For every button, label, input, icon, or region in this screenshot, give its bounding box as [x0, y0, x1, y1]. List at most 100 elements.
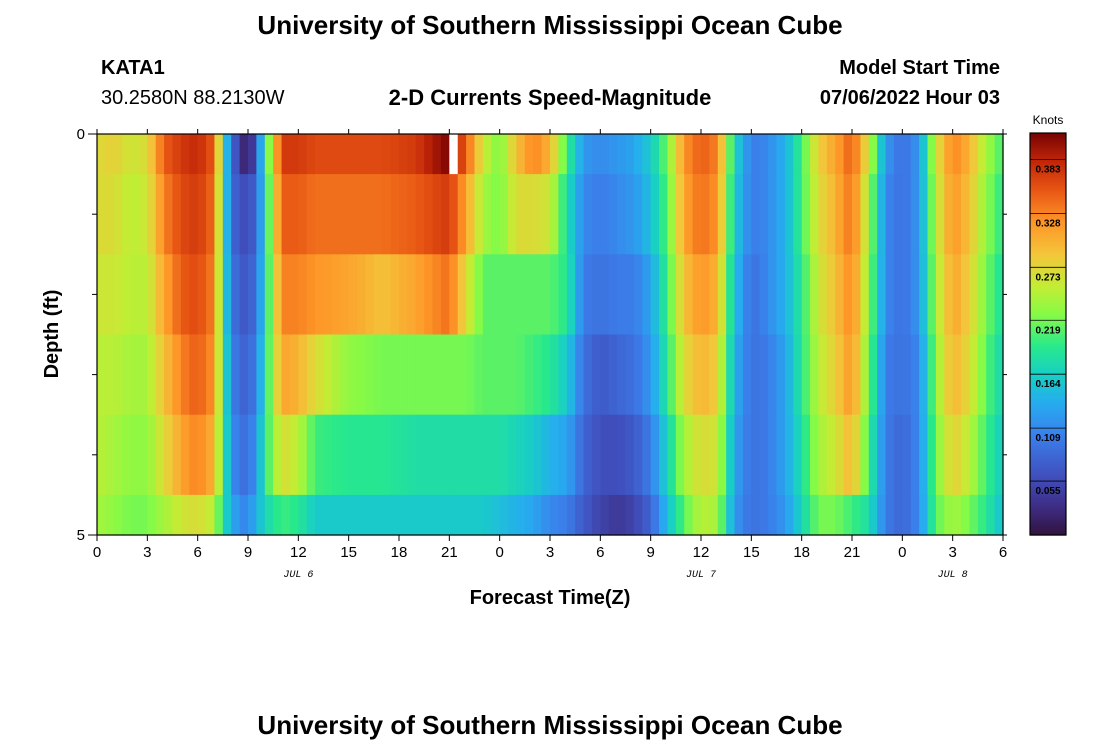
- heatmap-cell: [524, 494, 534, 536]
- heatmap-cell: [776, 254, 786, 336]
- heatmap-cell: [935, 254, 945, 336]
- heatmap-cell: [222, 134, 232, 175]
- heatmap-cell: [306, 334, 316, 416]
- heatmap-cell: [650, 334, 660, 416]
- heatmap-cell: [155, 134, 165, 175]
- heatmap-cell: [206, 254, 216, 336]
- heatmap-cell: [315, 174, 325, 255]
- heatmap-cell: [97, 414, 106, 496]
- heatmap-cell: [868, 414, 878, 496]
- heatmap-cell: [675, 414, 685, 496]
- heatmap-cells: [97, 134, 1004, 536]
- heatmap-cell: [214, 414, 224, 496]
- colorbar-swatch: [1030, 396, 1066, 399]
- heatmap-cell: [768, 174, 778, 255]
- heatmap-cell: [692, 334, 702, 416]
- heatmap-cell: [642, 134, 652, 175]
- heatmap-cell: [826, 334, 836, 416]
- heatmap-cell: [793, 134, 803, 175]
- heatmap-cell: [97, 334, 106, 416]
- colorbar-swatch: [1030, 456, 1066, 460]
- colorbar-swatch: [1030, 217, 1066, 221]
- heatmap-cell: [910, 334, 920, 416]
- heatmap-cell: [558, 334, 568, 416]
- colorbar-swatch: [1030, 273, 1066, 277]
- heatmap-cell: [566, 174, 576, 255]
- heatmap-cell: [197, 494, 207, 536]
- colorbar-swatch: [1030, 348, 1066, 351]
- heatmap-cell: [659, 254, 669, 336]
- colorbar-swatch: [1030, 520, 1066, 524]
- heatmap-cell: [499, 334, 509, 416]
- heatmap-cell: [742, 414, 752, 496]
- colorbar-swatch: [1030, 175, 1066, 178]
- heatmap-cell: [860, 414, 870, 496]
- heatmap-cell: [138, 414, 148, 496]
- colorbar-swatch: [1030, 151, 1066, 154]
- heatmap-cell: [474, 134, 484, 175]
- heatmap-cell: [466, 134, 476, 175]
- heatmap-cell: [852, 334, 861, 416]
- heatmap-cell: [910, 174, 920, 255]
- heatmap-cell: [172, 174, 182, 255]
- heatmap-cell: [449, 174, 459, 255]
- colorbar-swatch: [1030, 400, 1066, 403]
- heatmap-cell: [919, 494, 929, 536]
- colorbar-swatch: [1030, 510, 1066, 514]
- heatmap-cell: [793, 254, 803, 336]
- colorbar-swatch: [1030, 199, 1066, 202]
- heatmap-cell: [566, 134, 576, 175]
- heatmap-cell: [751, 414, 761, 496]
- heatmap-cell: [566, 494, 576, 536]
- colorbar-swatch: [1030, 135, 1066, 138]
- heatmap-cell: [617, 174, 627, 255]
- heatmap-cell: [642, 334, 652, 416]
- heatmap-cell: [692, 174, 702, 255]
- heatmap-cell: [633, 174, 643, 255]
- heatmap-cell: [180, 494, 190, 536]
- colorbar-swatch: [1030, 370, 1066, 373]
- colorbar-swatch: [1030, 492, 1066, 496]
- heatmap-cell: [508, 494, 518, 536]
- heatmap-cell: [566, 334, 576, 416]
- heatmap-cell: [508, 174, 518, 255]
- heatmap-cell: [591, 254, 601, 336]
- heatmap-cell: [625, 414, 635, 496]
- colorbar-swatch: [1030, 147, 1066, 150]
- heatmap-cell: [206, 334, 216, 416]
- heatmap-cell: [323, 334, 333, 416]
- heatmap-cell: [835, 414, 845, 496]
- heatmap-cell: [281, 254, 291, 336]
- heatmap-cell: [675, 134, 685, 175]
- colorbar-swatch: [1030, 448, 1066, 452]
- heatmap-cell: [466, 494, 476, 536]
- heatmap-cell: [122, 174, 132, 255]
- heatmap-cell: [113, 334, 123, 416]
- colorbar-swatch: [1030, 205, 1066, 208]
- heatmap-cell: [323, 494, 333, 536]
- colorbar-swatch: [1030, 342, 1066, 345]
- colorbar-swatch: [1030, 522, 1066, 526]
- colorbar-swatch: [1030, 334, 1066, 337]
- heatmap-cell: [877, 134, 887, 175]
- heatmap-cell: [390, 334, 400, 416]
- colorbar-swatch: [1030, 440, 1066, 444]
- x-tick-label: 6: [999, 544, 1007, 561]
- colorbar-swatch: [1030, 452, 1066, 456]
- heatmap-cell: [952, 254, 962, 336]
- heatmap-cell: [952, 414, 962, 496]
- heatmap-cell: [466, 414, 476, 496]
- heatmap-cell: [843, 494, 853, 536]
- heatmap-cell: [617, 134, 627, 175]
- heatmap-cell: [331, 254, 341, 336]
- colorbar-swatch: [1030, 422, 1066, 426]
- heatmap-cell: [784, 254, 794, 336]
- colorbar-swatch: [1030, 420, 1066, 424]
- heatmap-cell: [440, 494, 450, 536]
- heatmap-cell: [600, 494, 610, 536]
- heatmap-cell: [583, 254, 593, 336]
- heatmap-cell: [835, 494, 845, 536]
- heatmap-cell: [474, 414, 484, 496]
- heatmap-cell: [768, 134, 778, 175]
- heatmap-cell: [860, 174, 870, 255]
